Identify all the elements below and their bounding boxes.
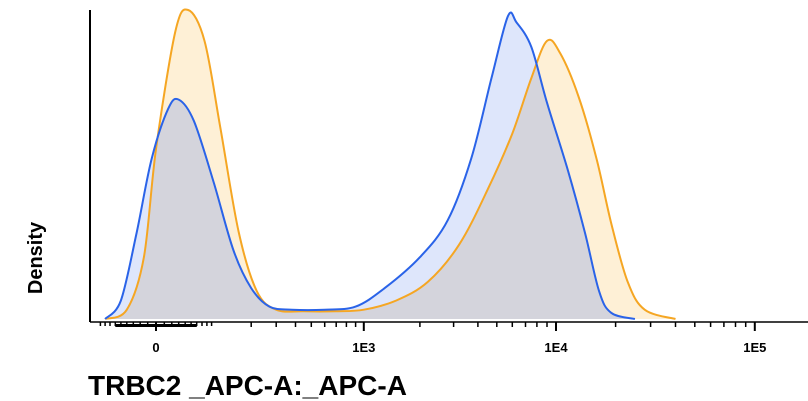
zero-region-marker [115, 324, 197, 327]
y-axis-title: Density [25, 221, 47, 294]
series-1-line [104, 8, 676, 320]
x-axis-title: TRBC2 _APC-A:_APC-A [88, 370, 407, 401]
x-axis-tick-labels: 0 1E3 1E4 1E5 [152, 340, 766, 355]
x-tick-label: 1E4 [544, 340, 568, 355]
series-2-line [104, 11, 636, 320]
x-tick-label: 1E3 [352, 340, 375, 355]
x-tick-label: 0 [152, 340, 159, 355]
series-lines [104, 8, 676, 320]
series-fills [105, 9, 676, 320]
x-axis-ticks [99, 322, 756, 331]
x-tick-label: 1E5 [743, 340, 766, 355]
